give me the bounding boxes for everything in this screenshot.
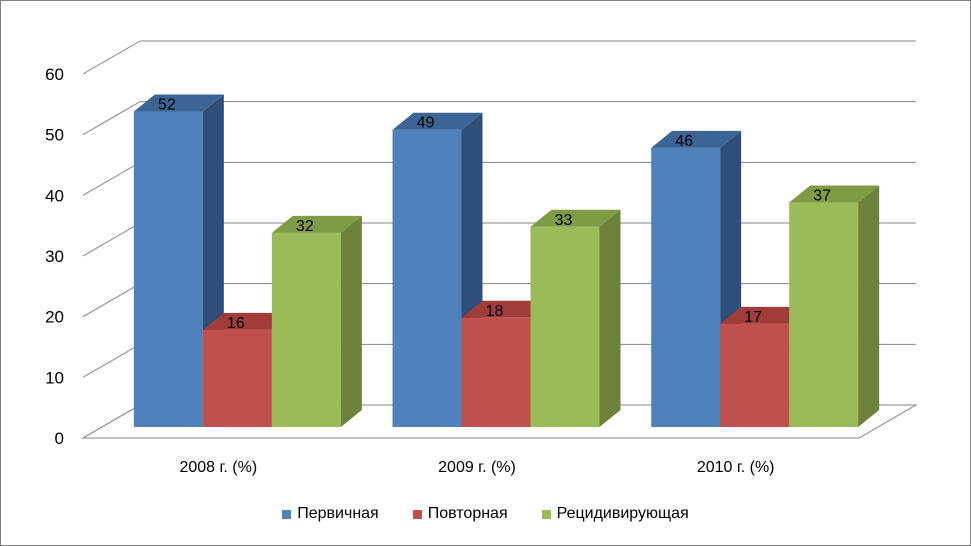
- legend-swatch-series-1: [282, 509, 292, 519]
- data-label-2-1: 16: [227, 315, 245, 332]
- bar-side-3-1: [340, 215, 362, 427]
- legend-swatch-series-3: [541, 509, 551, 519]
- floor: [81, 404, 918, 439]
- y-tick-label: 50: [45, 126, 64, 145]
- x-tick-label: 2010 г. (%): [697, 459, 775, 476]
- bar-top-3-1: [271, 215, 362, 233]
- y-tick-label: 60: [45, 65, 64, 84]
- wall-gridline: [82, 101, 141, 136]
- y-tick-label: 10: [45, 368, 64, 387]
- bar-2-3: [720, 323, 790, 427]
- wall-gridline: [82, 343, 141, 378]
- bar-3-1: [271, 232, 341, 427]
- bar-top-1-1: [133, 94, 224, 112]
- bar-top-1-2: [392, 112, 483, 130]
- legend-label-series-3: Рецидивирующая: [556, 505, 689, 522]
- x-tick-label: 2008 г. (%): [179, 459, 257, 476]
- bar-1-2: [392, 129, 462, 427]
- data-label-1-2: 49: [417, 115, 435, 132]
- wall-gridline: [82, 222, 141, 257]
- bar-3-2: [530, 226, 600, 427]
- legend-label-series-1: Первичная: [297, 505, 379, 522]
- y-tick-label: 40: [45, 186, 64, 205]
- bar-top-3-2: [530, 209, 621, 227]
- data-label-2-2: 18: [486, 303, 504, 320]
- data-label-3-1: 32: [296, 218, 314, 235]
- wall-gridline: [82, 40, 141, 75]
- legend-swatch-series-2: [412, 509, 422, 519]
- data-label-1-3: 46: [675, 133, 693, 150]
- bar-side-3-3: [858, 185, 880, 427]
- data-label-3-3: 37: [813, 188, 831, 205]
- bar-1-3: [651, 147, 721, 427]
- wall-gridline: [82, 161, 141, 196]
- bar-top-2-2: [461, 300, 552, 318]
- data-label-2-3: 17: [744, 309, 762, 326]
- data-label-3-2: 33: [555, 212, 573, 229]
- y-tick-label: 20: [45, 308, 64, 327]
- bar-top-1-3: [651, 130, 742, 148]
- bar-1-1: [133, 111, 203, 428]
- bar-top-2-3: [720, 306, 811, 324]
- legend-item-series-1: Первичная: [282, 505, 379, 523]
- legend: Первичная Повторная Рецидивирующая: [1, 505, 970, 523]
- wall-gridline: [82, 283, 141, 318]
- legend-item-series-2: Повторная: [412, 505, 508, 523]
- y-tick-label: 30: [45, 247, 64, 266]
- bar-3-3: [789, 202, 859, 427]
- legend-label-series-2: Повторная: [427, 505, 508, 522]
- bar-top-3-3: [789, 185, 880, 203]
- bar-2-1: [202, 329, 272, 427]
- x-tick-label: 2009 г. (%): [438, 459, 516, 476]
- bar-side-3-2: [599, 209, 621, 427]
- y-tick-label: 0: [55, 429, 64, 448]
- legend-item-series-3: Рецидивирующая: [541, 505, 689, 523]
- bar-top-2-1: [202, 312, 293, 330]
- data-label-1-1: 52: [158, 97, 176, 114]
- bar-2-2: [461, 317, 531, 427]
